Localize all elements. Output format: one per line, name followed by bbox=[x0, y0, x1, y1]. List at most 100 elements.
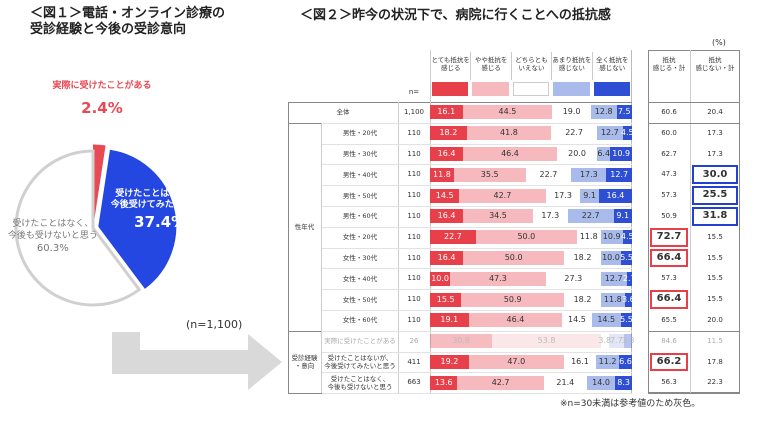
n-value: 110 bbox=[407, 295, 421, 304]
row-rule bbox=[322, 206, 632, 207]
bar-segment bbox=[616, 105, 632, 120]
bar-value-label: 16.4 bbox=[606, 190, 625, 200]
legend-swatch bbox=[553, 82, 590, 96]
bar-value-label: 42.7 bbox=[493, 190, 512, 200]
n-value: 110 bbox=[407, 191, 421, 200]
bar-segment bbox=[580, 188, 599, 203]
bar-value-label: 21.4 bbox=[556, 377, 575, 387]
header-rule bbox=[288, 102, 632, 103]
bar-value-label: 53.8 bbox=[537, 336, 556, 346]
bar-segment bbox=[608, 334, 625, 349]
bar-segment bbox=[590, 105, 617, 120]
bar-segment bbox=[430, 209, 464, 224]
bar-value-label: 18.2 bbox=[573, 294, 592, 304]
summary-value: 11.5 bbox=[707, 336, 723, 345]
bar-segment bbox=[450, 271, 546, 286]
row-rule bbox=[322, 164, 632, 166]
bar-segment bbox=[430, 105, 463, 120]
summary-header: 抵抗 感じる・計 bbox=[652, 56, 686, 73]
bar-value-label: 42.7 bbox=[491, 377, 510, 387]
bar-segment bbox=[475, 230, 577, 245]
pie-value-label: 2.4% bbox=[81, 98, 123, 117]
bar-segment bbox=[586, 375, 616, 390]
summary-value: 17.8 bbox=[707, 357, 723, 366]
bar-value-label: 34.5 bbox=[489, 211, 507, 221]
bar-value-label: 10.9 bbox=[612, 149, 631, 158]
pie-slice bbox=[98, 149, 177, 289]
row-label: 女性・20代 bbox=[342, 233, 378, 242]
bar-value-label: 17.3 bbox=[541, 211, 560, 221]
group-label: 受診経験 ・意向 bbox=[288, 330, 322, 394]
bar-segment bbox=[551, 126, 598, 141]
bar-segment bbox=[463, 209, 533, 224]
bar-segment bbox=[624, 334, 632, 349]
summary-value: 60.0 bbox=[661, 128, 677, 137]
bar-segment bbox=[430, 230, 476, 245]
bar-value-label: 47.0 bbox=[507, 357, 526, 366]
row-label: 女性・30代 bbox=[342, 253, 378, 262]
n-value: 110 bbox=[407, 232, 421, 241]
legend-label: どちらとも いえない bbox=[510, 52, 551, 80]
summary-value: 57.3 bbox=[661, 274, 677, 283]
bar-segment bbox=[463, 251, 565, 265]
n-value: 110 bbox=[407, 212, 421, 221]
row-label: 男性・20代 bbox=[342, 129, 378, 138]
bar-segment bbox=[430, 355, 469, 369]
summary-value: 72.7 bbox=[650, 227, 688, 247]
summary-value: 20.4 bbox=[707, 108, 723, 117]
bar-segment bbox=[613, 209, 632, 224]
summary-header-rule bbox=[648, 102, 740, 103]
bar-value-label: 15.5 bbox=[436, 294, 455, 304]
footnote: ※n=30未満は参考値のため灰色。 bbox=[560, 399, 701, 410]
legend-swatch bbox=[593, 82, 630, 96]
bar-segment bbox=[556, 147, 598, 161]
bar-segment bbox=[564, 251, 601, 265]
bar-value-label: 19.1 bbox=[440, 315, 459, 325]
bar-value-label: 50.0 bbox=[517, 232, 536, 242]
bar-value-label: 3.6 bbox=[621, 294, 635, 304]
row-rule bbox=[322, 393, 632, 395]
bar-value-label: 16.4 bbox=[437, 253, 456, 262]
bar-value-label: 22.7 bbox=[539, 169, 558, 179]
bar-segment bbox=[600, 251, 622, 265]
n-value: 26 bbox=[409, 336, 419, 345]
row-label: 男性・40代 bbox=[342, 170, 378, 179]
bar-segment bbox=[459, 188, 546, 203]
bar-segment bbox=[564, 292, 601, 307]
bar-value-label: 22.7 bbox=[565, 128, 584, 138]
bar-value-label: 16.4 bbox=[437, 211, 456, 221]
bar-value-label: 8.3 bbox=[617, 377, 630, 387]
bar-segment bbox=[430, 375, 458, 390]
bar-value-label: 16.1 bbox=[571, 357, 589, 366]
summary-value: 31.8 bbox=[692, 207, 738, 226]
summary-value: 66.4 bbox=[650, 290, 688, 309]
bar-value-label: 6.4 bbox=[597, 149, 611, 158]
bar-value-label: 50.0 bbox=[504, 253, 523, 262]
bar-value-label: 41.8 bbox=[500, 128, 518, 138]
summary-value: 30.0 bbox=[692, 165, 738, 185]
summary-value: 20.0 bbox=[707, 316, 723, 325]
summary-value: 57.3 bbox=[661, 191, 677, 200]
bar-segment bbox=[468, 355, 564, 369]
summary-value: 22.3 bbox=[707, 378, 723, 387]
row-label: 受けたことはなく、 今後も受けないと思う bbox=[327, 374, 393, 391]
row-label: 男性・60代 bbox=[342, 212, 378, 221]
n-value: 110 bbox=[407, 170, 421, 179]
bar-segment bbox=[552, 105, 591, 120]
bar-value-label: 16.4 bbox=[437, 149, 456, 158]
bar-segment bbox=[430, 313, 469, 328]
summary-value: 47.3 bbox=[661, 170, 677, 179]
bar-segment bbox=[545, 271, 601, 286]
n-value: 110 bbox=[407, 149, 421, 158]
n-value: 110 bbox=[407, 274, 421, 283]
bar-segment bbox=[620, 313, 632, 328]
row-label: 男性・50代 bbox=[342, 191, 378, 200]
summary-value: 66.2 bbox=[650, 352, 688, 372]
bar-value-label: 2.7 bbox=[622, 273, 636, 283]
bar-value-label: 4.5 bbox=[620, 232, 634, 242]
bar-value-label: 12.7 bbox=[610, 169, 629, 179]
bar-segment bbox=[463, 147, 557, 161]
row-rule bbox=[322, 310, 632, 311]
bar-segment bbox=[466, 126, 552, 141]
